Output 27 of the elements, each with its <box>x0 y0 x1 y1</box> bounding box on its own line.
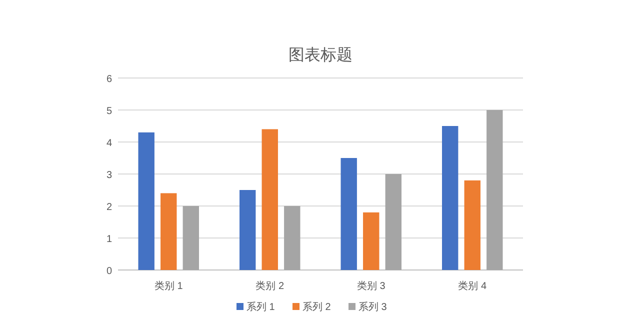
y-tick-label: 6 <box>106 74 112 85</box>
bar <box>340 158 357 270</box>
chart-title: 图表标题 <box>288 46 352 64</box>
y-tick-label: 2 <box>106 202 112 213</box>
y-tick-label: 4 <box>106 138 112 149</box>
bar <box>284 206 300 270</box>
bar <box>240 190 256 270</box>
bar <box>385 174 402 270</box>
y-tick-label: 1 <box>106 234 112 245</box>
bar <box>262 129 278 270</box>
y-tick-label: 3 <box>106 170 112 181</box>
bar <box>138 132 154 270</box>
bar <box>442 126 458 270</box>
y-tick-label: 5 <box>106 106 112 117</box>
bar <box>363 212 380 270</box>
x-tick-label: 类别 4 <box>458 280 487 292</box>
legend-label: 系列 3 <box>358 301 388 313</box>
bar <box>160 193 177 270</box>
x-tick-label: 类别 1 <box>154 280 184 292</box>
legend-label: 系列 1 <box>246 301 276 313</box>
bar <box>486 110 503 270</box>
x-tick-label: 类别 3 <box>356 280 386 292</box>
legend-label: 系列 2 <box>302 301 332 313</box>
bar <box>464 180 480 270</box>
y-tick-label: 0 <box>106 266 112 277</box>
bar <box>182 206 199 270</box>
x-tick-label: 类别 2 <box>256 280 284 292</box>
